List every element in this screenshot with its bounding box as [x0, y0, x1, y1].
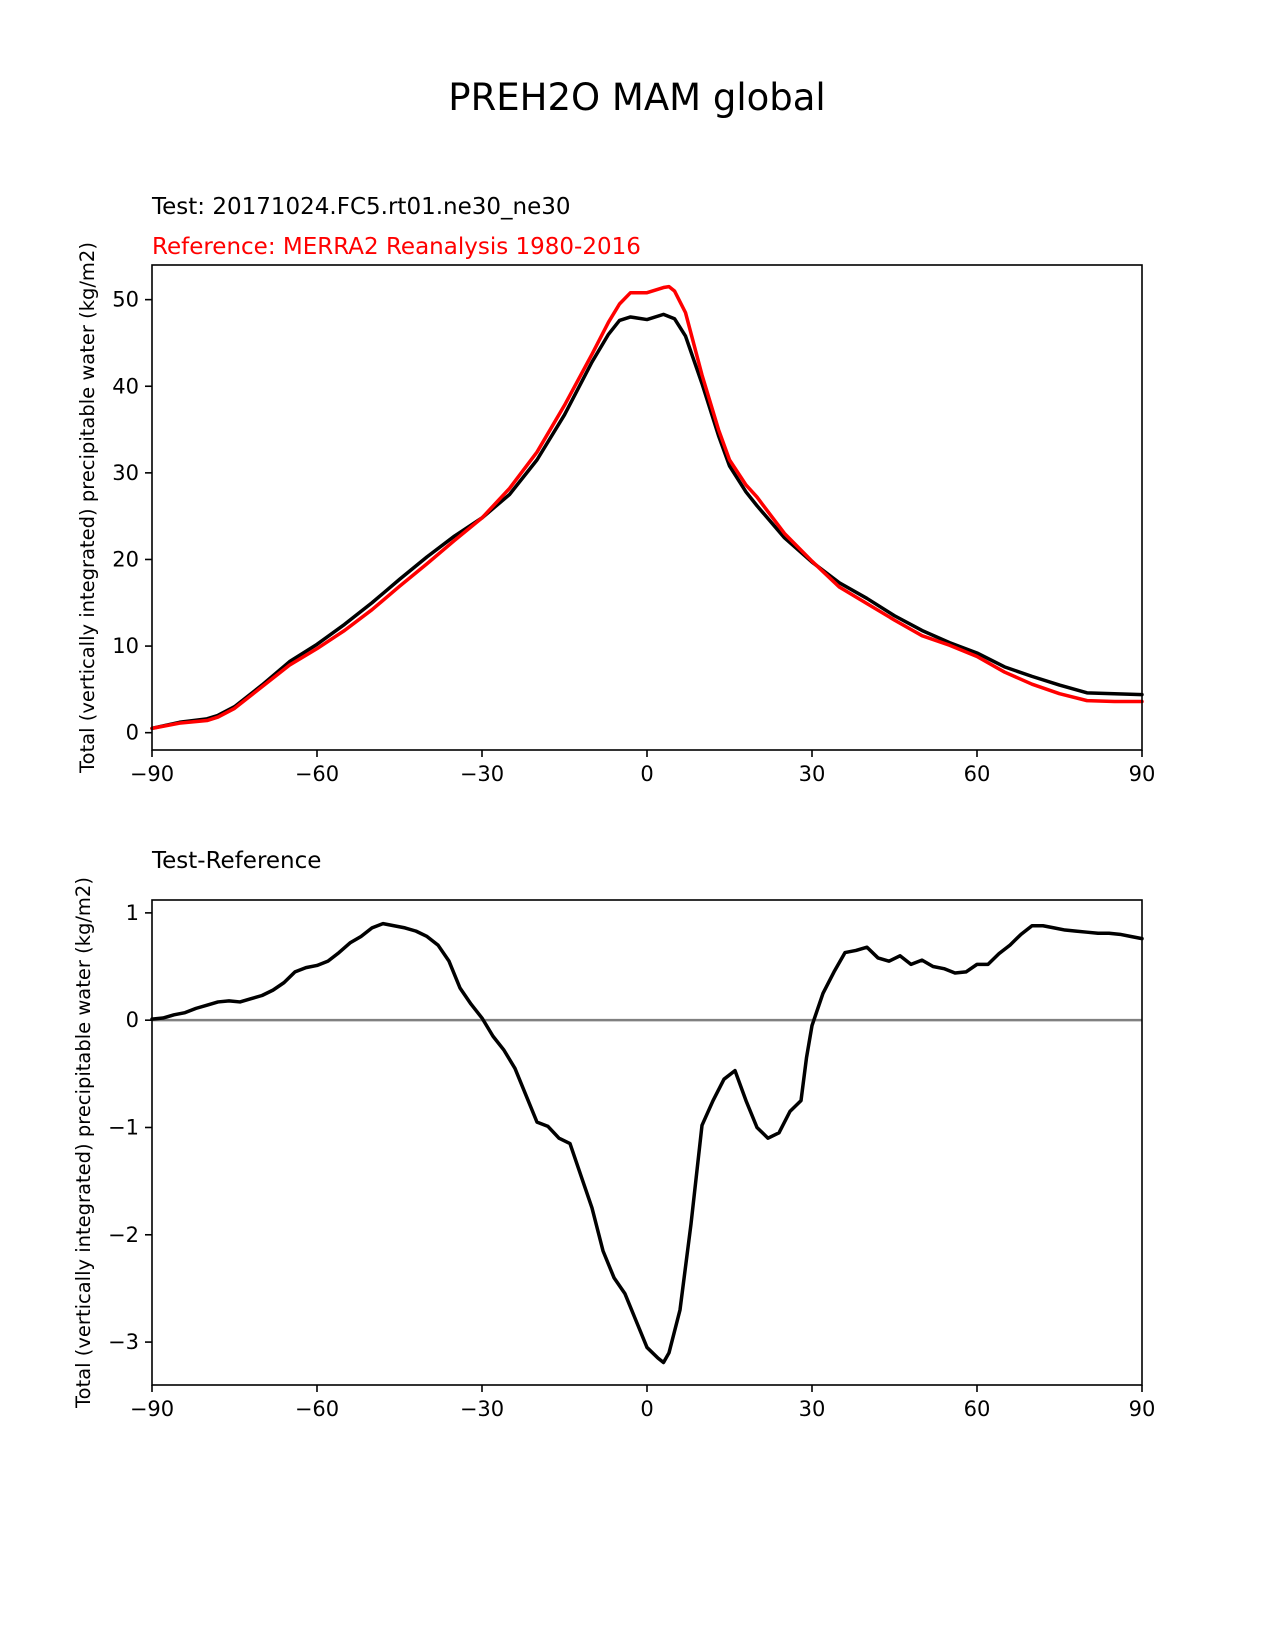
x-tick-label: −30 — [460, 762, 504, 786]
x-tick-label: −30 — [460, 1397, 504, 1421]
series-line-test — [150, 312, 1144, 731]
x-tick-label: 60 — [964, 762, 991, 786]
y-axis-label: Total (vertically integrated) precipitab… — [76, 242, 99, 774]
y-tick-label: −2 — [108, 1223, 139, 1247]
y-tick-label: 1 — [126, 901, 139, 925]
y-tick-label: 30 — [112, 461, 139, 485]
x-tick-label: 90 — [1129, 762, 1156, 786]
y-tick-label: 0 — [126, 1008, 139, 1032]
y-tick-label: 10 — [112, 634, 139, 658]
x-tick-label: 0 — [640, 1397, 653, 1421]
series-line-reference — [150, 284, 1144, 731]
chart-title-line: Test-Reference — [151, 848, 321, 874]
bottom-chart: Test-Reference Total (vertically integrat… — [72, 848, 1155, 1421]
y-tick-label: 0 — [126, 721, 139, 745]
x-tick-label: 30 — [799, 1397, 826, 1421]
y-tick-label: −1 — [108, 1115, 139, 1139]
y-tick-label: 20 — [112, 547, 139, 571]
y-tick-label: −3 — [108, 1330, 139, 1354]
figure-title: PREH2O MAM global — [448, 76, 825, 119]
x-tick-label: −60 — [295, 1397, 339, 1421]
y-tick-label: 50 — [112, 288, 139, 312]
chart-title-line: Reference: MERRA2 Reanalysis 1980-2016 — [152, 234, 641, 260]
x-tick-label: 90 — [1129, 1397, 1156, 1421]
y-axis-label: Total (vertically integrated) precipitab… — [72, 877, 95, 1409]
x-tick-label: 0 — [640, 762, 653, 786]
chart-title-line: Test: 20171024.FC5.rt01.ne30_ne30 — [151, 194, 571, 220]
y-tick-label: 40 — [112, 374, 139, 398]
x-tick-label: −90 — [130, 1397, 174, 1421]
x-tick-label: 30 — [799, 762, 826, 786]
x-tick-label: −60 — [295, 762, 339, 786]
x-tick-label: 60 — [964, 1397, 991, 1421]
top-chart: Test: 20171024.FC5.rt01.ne30_ne30 Referen… — [76, 194, 1155, 786]
x-tick-label: −90 — [130, 762, 174, 786]
series-line-test-reference — [150, 921, 1144, 1365]
